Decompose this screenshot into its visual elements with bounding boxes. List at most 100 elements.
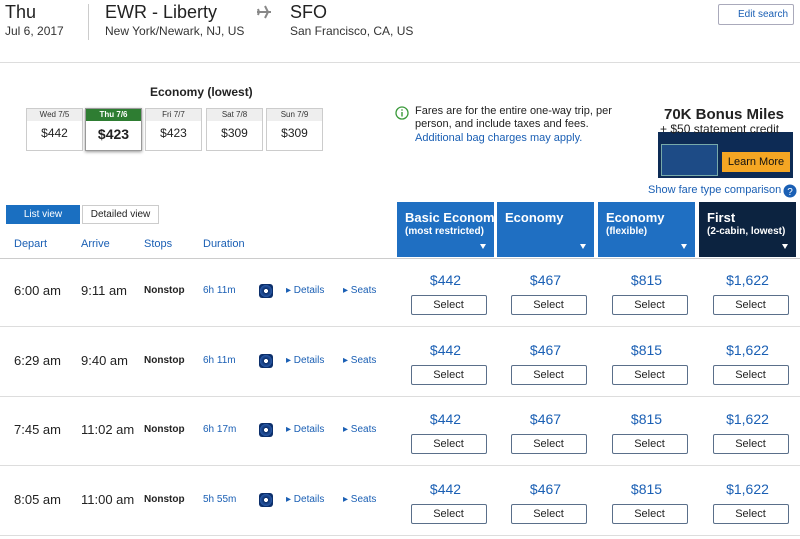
duration[interactable]: 6h 11m [203,354,236,366]
details-link[interactable]: ▸ Details [286,354,325,366]
select-button[interactable]: Select [410,434,487,454]
fare-price[interactable]: $815 [630,341,663,358]
sort-arrow[interactable] [782,244,788,249]
select-button[interactable]: Select [510,503,587,524]
select-button[interactable]: Select [510,364,587,385]
airline-logo [259,423,273,437]
fare-price[interactable]: $1,622 [726,480,769,497]
fare-price[interactable]: $467 [529,272,562,288]
fare-price[interactable]: $467 [529,411,562,427]
date-label: Fri 7/7 [146,109,201,121]
select-button[interactable]: Select [611,434,688,454]
fare-name: Economy [606,210,665,225]
seats-link[interactable]: ▸ Seats [343,493,377,505]
select-button[interactable]: Select [611,364,688,385]
plane-icon [257,5,271,19]
fare-price[interactable]: $442 [429,411,462,427]
date-price: $423 [160,126,187,140]
date-strip-title: Economy (lowest) [150,85,253,99]
seats-link[interactable]: ▸ Seats [343,354,377,366]
sort-arrow[interactable] [480,244,486,249]
duration[interactable]: 6h 11m [203,285,236,296]
date: Jul 6, 2017 [5,24,64,38]
sort-arrow[interactable] [681,244,687,249]
fare-column-header[interactable]: Economy (flexible) [598,202,695,257]
fare-price[interactable]: $815 [630,272,663,288]
details-link[interactable]: ▸ Details [286,424,325,435]
fare-price[interactable]: $815 [630,480,663,497]
details-link[interactable]: ▸ Details [286,285,325,296]
edit-search-button[interactable]: Edit search [718,4,794,25]
fare-price[interactable]: $815 [630,411,663,427]
fare-price[interactable]: $442 [429,272,462,288]
fare-note: (flexible) [606,226,648,237]
select-button[interactable]: Select [712,434,789,454]
fare-price[interactable]: $442 [429,480,462,497]
ad-button[interactable]: Learn More [722,152,790,172]
fare-notice: Fares are for the entire one-way trip, p… [415,105,612,130]
details-link[interactable]: ▸ Details [286,493,325,505]
fare-column-header[interactable]: Economy [497,202,594,257]
compare-link[interactable]: Show fare type comparison [648,184,782,196]
select-button[interactable]: Select [410,295,487,315]
day: Thu [5,2,37,22]
select-button[interactable]: Select [611,503,688,524]
info-icon [395,106,409,120]
date-box[interactable]: Wed 7/5 $442 [26,108,83,151]
dest-city: San Francisco, CA, US [290,24,414,38]
fare-note: (2-cabin, lowest) [707,226,786,237]
duration[interactable]: 6h 17m [203,424,237,435]
sort-arrow[interactable] [580,244,586,249]
fare-price[interactable]: $467 [529,341,562,358]
select-button[interactable]: Select [410,503,487,524]
seats-link[interactable]: ▸ Seats [343,285,377,296]
origin-city: New York/Newark, NJ, US [105,24,245,38]
help-icon[interactable]: ? [783,184,797,198]
select-button[interactable]: Select [510,434,587,454]
column-header[interactable]: Depart [14,238,48,250]
fare-price[interactable]: $1,622 [726,272,769,288]
date-box[interactable]: Sun 7/9 $309 [266,108,323,151]
date-box[interactable]: Thu 7/6 $423 [85,108,142,151]
stops: Nonstop [144,285,185,296]
fare-column-header[interactable]: Basic Economy (most restricted) [397,202,502,257]
seats-link[interactable]: ▸ Seats [343,424,377,435]
select-button[interactable]: Select [712,364,789,385]
column-header[interactable]: Arrive [81,238,110,250]
ad-banner[interactable]: 70K Bonus Miles + $50 statement credit L… [658,104,793,178]
fare-price[interactable]: $1,622 [726,411,769,427]
arrive-time: 11:02 am [81,422,135,437]
date-price: $309 [281,126,308,140]
stops: Nonstop [144,424,185,435]
select-button[interactable]: Select [712,503,789,524]
column-header[interactable]: Duration [203,238,245,250]
duration[interactable]: 5h 55m [203,493,237,505]
card-image [661,144,718,176]
date-box[interactable]: Fri 7/7 $423 [145,108,202,151]
date-label: Wed 7/5 [27,109,82,121]
date-box[interactable]: Sat 7/8 $309 [206,108,263,151]
select-button[interactable]: Select [410,364,487,385]
fare-column-header[interactable]: First (2-cabin, lowest) [699,202,796,257]
column-header[interactable]: Stops [144,238,173,250]
fare-note: (most restricted) [405,226,484,237]
fare-price[interactable]: $467 [529,480,562,497]
bag-link[interactable]: Additional bag charges may apply. [415,132,583,144]
fare-name: First [707,210,736,225]
select-button[interactable]: Select [510,295,587,315]
list-view-tab[interactable]: List view [6,205,80,224]
fare-price[interactable]: $1,622 [726,341,769,358]
select-button[interactable]: Select [611,295,688,315]
row-separator [0,326,800,327]
date-price: $309 [221,126,248,140]
depart-time: 6:00 am [14,283,61,298]
airline-logo [259,353,273,368]
dest-code: SFO [290,2,328,22]
fare-name: Economy [505,210,564,225]
detailed-view-tab[interactable]: Detailed view [82,205,159,224]
depart-time: 6:29 am [14,352,61,368]
fare-price[interactable]: $442 [429,341,462,358]
select-button[interactable]: Select [712,295,789,315]
depart-time: 8:05 am [14,491,61,507]
